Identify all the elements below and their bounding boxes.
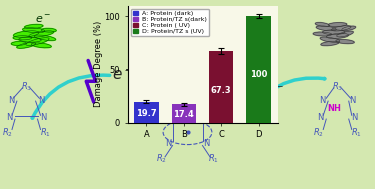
Text: N: N bbox=[350, 96, 355, 105]
Text: N: N bbox=[319, 96, 326, 105]
Ellipse shape bbox=[326, 33, 349, 38]
Text: N: N bbox=[8, 96, 15, 105]
Ellipse shape bbox=[337, 31, 353, 37]
Text: $R_3$: $R_3$ bbox=[332, 81, 343, 93]
Ellipse shape bbox=[11, 42, 26, 45]
Ellipse shape bbox=[41, 28, 56, 32]
Text: 19.7: 19.7 bbox=[136, 109, 157, 118]
Text: 67.3: 67.3 bbox=[211, 86, 231, 95]
Ellipse shape bbox=[29, 31, 54, 37]
Bar bbox=[209, 51, 233, 123]
Text: 100: 100 bbox=[250, 70, 267, 79]
Text: N: N bbox=[38, 96, 45, 105]
Ellipse shape bbox=[321, 41, 339, 46]
Ellipse shape bbox=[328, 23, 347, 26]
Text: $R_3$: $R_3$ bbox=[21, 81, 32, 93]
Text: $R_1$: $R_1$ bbox=[351, 126, 362, 139]
Ellipse shape bbox=[13, 36, 32, 40]
Ellipse shape bbox=[19, 37, 41, 42]
Ellipse shape bbox=[31, 43, 51, 48]
Ellipse shape bbox=[26, 38, 49, 46]
Ellipse shape bbox=[24, 24, 43, 29]
Text: NH: NH bbox=[327, 104, 340, 113]
Ellipse shape bbox=[332, 26, 351, 31]
Text: $R_1$: $R_1$ bbox=[39, 126, 51, 139]
Ellipse shape bbox=[13, 31, 39, 37]
Ellipse shape bbox=[320, 37, 340, 42]
Y-axis label: Damage Degree (%): Damage Degree (%) bbox=[94, 21, 103, 107]
Text: N: N bbox=[166, 139, 172, 148]
Ellipse shape bbox=[22, 28, 45, 33]
Text: $R_2$: $R_2$ bbox=[313, 126, 324, 139]
Ellipse shape bbox=[316, 26, 336, 31]
Text: N: N bbox=[40, 113, 46, 122]
Text: $e^-$: $e^-$ bbox=[112, 68, 135, 83]
Ellipse shape bbox=[34, 35, 56, 41]
Ellipse shape bbox=[313, 32, 332, 36]
Ellipse shape bbox=[17, 43, 36, 48]
Text: $R_1$: $R_1$ bbox=[208, 153, 219, 165]
Ellipse shape bbox=[315, 22, 330, 27]
Bar bbox=[134, 102, 159, 123]
Ellipse shape bbox=[322, 30, 345, 35]
Text: N: N bbox=[203, 139, 210, 148]
Ellipse shape bbox=[336, 40, 354, 44]
Text: $R_2$: $R_2$ bbox=[2, 126, 13, 139]
Text: N: N bbox=[317, 113, 324, 122]
Text: N: N bbox=[6, 113, 13, 122]
Text: $R_2$: $R_2$ bbox=[156, 153, 167, 165]
Text: N: N bbox=[166, 116, 172, 125]
Text: N: N bbox=[203, 116, 210, 125]
Legend: A: Protein (dark), B: Protein/TZ s(dark), C: Protein ( UV), D: Protein/TZ s (UV): A: Protein (dark), B: Protein/TZ s(dark)… bbox=[130, 9, 209, 36]
Ellipse shape bbox=[342, 26, 356, 31]
Bar bbox=[246, 16, 271, 123]
Text: 17.4: 17.4 bbox=[174, 110, 194, 119]
Text: H$^+$, $e^-$: H$^+$, $e^-$ bbox=[240, 82, 284, 99]
Bar bbox=[172, 104, 196, 123]
Text: N: N bbox=[351, 113, 358, 122]
Text: $R_3$: $R_3$ bbox=[182, 96, 193, 108]
Text: $e^-$: $e^-$ bbox=[35, 14, 51, 25]
